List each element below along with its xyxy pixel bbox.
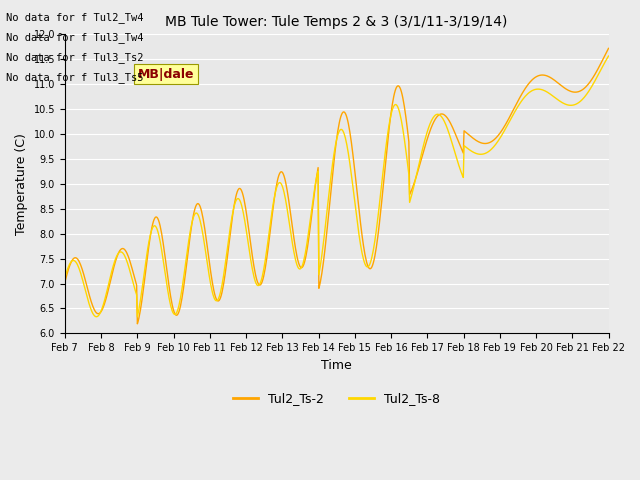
Tul2_Ts-8 xyxy=(211,297,219,303)
Line: Tul2_Ts-2: Tul2_Ts-2 xyxy=(65,48,609,324)
Tul2_Ts-8 xyxy=(403,159,411,165)
Text: No data for f Tul3_Ts5: No data for f Tul3_Ts5 xyxy=(6,72,144,84)
Tul2_Ts-2 xyxy=(134,321,141,327)
Tul2_Ts-2 xyxy=(419,150,427,156)
Title: MB Tule Tower: Tule Temps 2 & 3 (3/1/11-3/19/14): MB Tule Tower: Tule Temps 2 & 3 (3/1/11-… xyxy=(166,15,508,29)
Tul2_Ts-2 xyxy=(605,46,612,51)
Text: No data for f Tul3_Tw4: No data for f Tul3_Tw4 xyxy=(6,32,144,43)
Tul2_Ts-2 xyxy=(127,261,134,266)
X-axis label: Time: Time xyxy=(321,359,352,372)
Tul2_Ts-2 xyxy=(211,293,219,299)
Tul2_Ts-8 xyxy=(182,253,190,259)
Text: No data for f Tul3_Ts2: No data for f Tul3_Ts2 xyxy=(6,52,144,63)
Tul2_Ts-2 xyxy=(182,262,190,268)
Text: No data for f Tul2_Tw4: No data for f Tul2_Tw4 xyxy=(6,12,144,23)
Tul2_Ts-8 xyxy=(127,271,134,276)
Y-axis label: Temperature (C): Temperature (C) xyxy=(15,133,28,235)
Legend: Tul2_Ts-2, Tul2_Ts-8: Tul2_Ts-2, Tul2_Ts-8 xyxy=(228,387,445,410)
Tul2_Ts-2 xyxy=(71,255,79,261)
Tul2_Ts-2 xyxy=(403,126,411,132)
Line: Tul2_Ts-8: Tul2_Ts-8 xyxy=(65,56,609,317)
Tul2_Ts-8 xyxy=(71,258,79,264)
Tul2_Ts-8 xyxy=(134,314,141,320)
Tul2_Ts-2 xyxy=(61,280,68,286)
Text: MB|dale: MB|dale xyxy=(138,68,195,81)
Tul2_Ts-8 xyxy=(605,53,612,59)
Tul2_Ts-8 xyxy=(419,144,427,149)
Tul2_Ts-8 xyxy=(61,275,68,281)
